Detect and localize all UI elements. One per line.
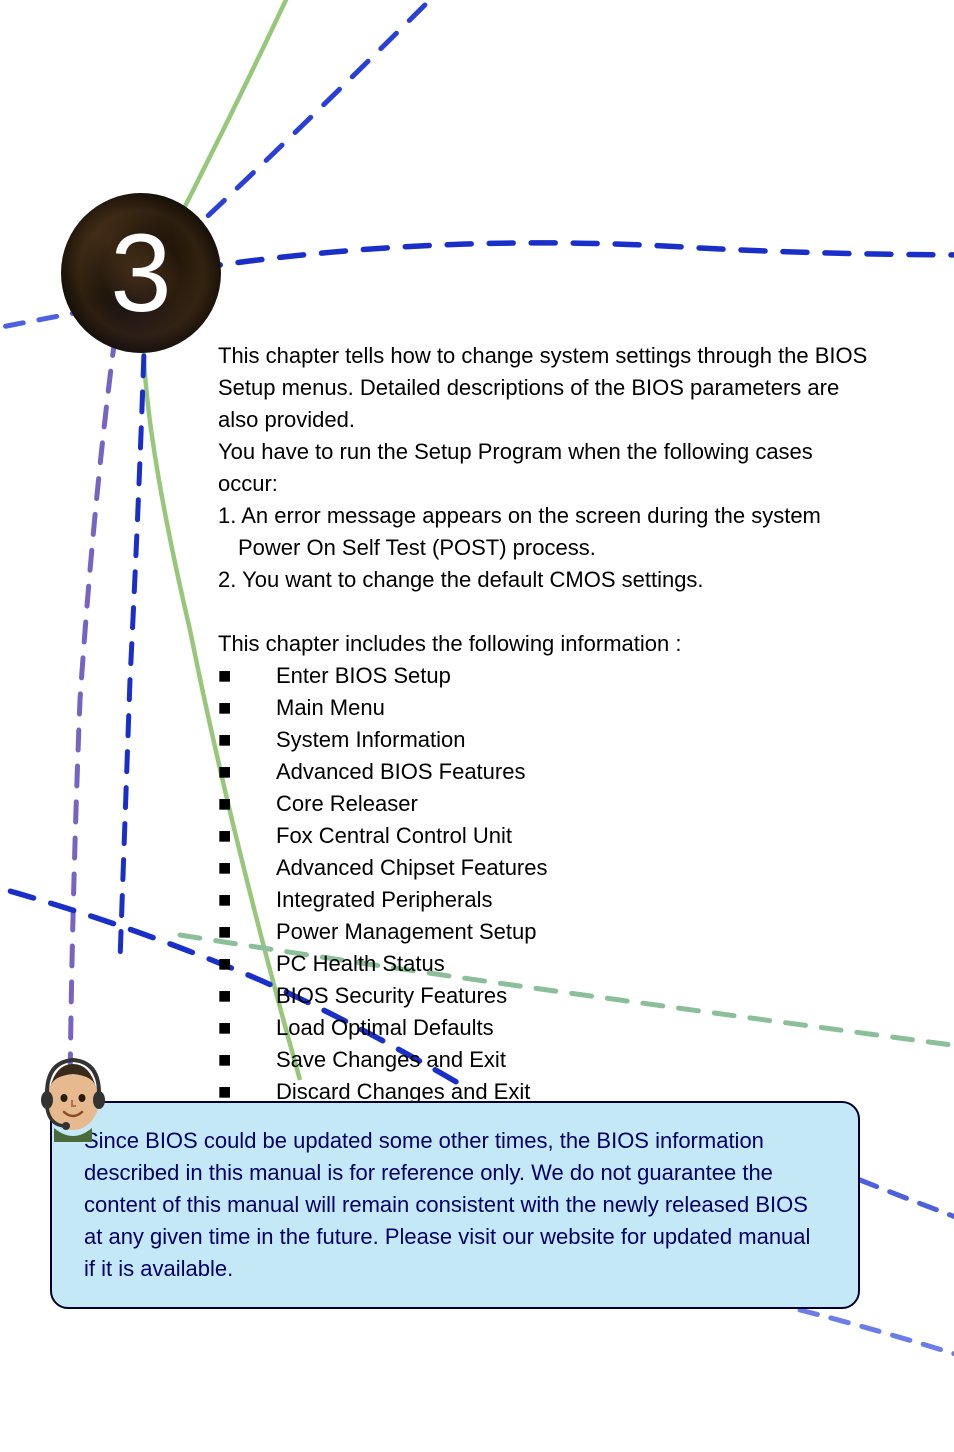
bullet-icon: ■ bbox=[218, 692, 276, 724]
support-avatar-icon bbox=[36, 1054, 110, 1142]
intro-paragraph-2: You have to run the Setup Program when t… bbox=[218, 436, 868, 500]
toc-item: ■Enter BIOS Setup bbox=[218, 660, 868, 692]
bullet-icon: ■ bbox=[218, 1012, 276, 1044]
toc-item-label: System Information bbox=[276, 724, 466, 756]
bullet-icon: ■ bbox=[218, 980, 276, 1012]
toc-item-label: Fox Central Control Unit bbox=[276, 820, 512, 852]
bullet-icon: ■ bbox=[218, 884, 276, 916]
toc-item: ■Power Management Setup bbox=[218, 916, 868, 948]
toc-item-label: Enter BIOS Setup bbox=[276, 660, 451, 692]
chapter-content: This chapter tells how to change system … bbox=[218, 340, 868, 1108]
toc-item: ■Save Changes and Exit bbox=[218, 1044, 868, 1076]
case-1-line-2: Power On Self Test (POST) process. bbox=[218, 532, 868, 564]
bullet-icon: ■ bbox=[218, 756, 276, 788]
note-callout: Since BIOS could be updated some other t… bbox=[50, 1101, 860, 1309]
toc-item: ■Core Releaser bbox=[218, 788, 868, 820]
toc-item: ■Advanced Chipset Features bbox=[218, 852, 868, 884]
toc-item-label: Load Optimal Defaults bbox=[276, 1012, 494, 1044]
toc-item-label: Main Menu bbox=[276, 692, 385, 724]
toc-item: ■System Information bbox=[218, 724, 868, 756]
toc-item-label: PC Health Status bbox=[276, 948, 445, 980]
bullet-icon: ■ bbox=[218, 788, 276, 820]
toc-item-label: Core Releaser bbox=[276, 788, 418, 820]
toc-heading: This chapter includes the following info… bbox=[218, 628, 868, 660]
toc-item: ■BIOS Security Features bbox=[218, 980, 868, 1012]
toc-list: ■Enter BIOS Setup ■Main Menu ■System Inf… bbox=[218, 660, 868, 1108]
bullet-icon: ■ bbox=[218, 852, 276, 884]
case-1-line-1: 1. An error message appears on the scree… bbox=[218, 500, 868, 532]
toc-item-label: BIOS Security Features bbox=[276, 980, 507, 1012]
toc-item: ■Advanced BIOS Features bbox=[218, 756, 868, 788]
intro-paragraph-1: This chapter tells how to change system … bbox=[218, 340, 868, 436]
toc-item-label: Advanced Chipset Features bbox=[276, 852, 548, 884]
bullet-icon: ■ bbox=[218, 1044, 276, 1076]
chapter-badge: 3 bbox=[61, 193, 221, 353]
toc-item-label: Advanced BIOS Features bbox=[276, 756, 525, 788]
bullet-icon: ■ bbox=[218, 916, 276, 948]
bullet-icon: ■ bbox=[218, 820, 276, 852]
toc-item-label: Integrated Peripherals bbox=[276, 884, 492, 916]
bullet-icon: ■ bbox=[218, 948, 276, 980]
chapter-number: 3 bbox=[110, 210, 171, 337]
toc-item-label: Power Management Setup bbox=[276, 916, 537, 948]
toc-item: ■Load Optimal Defaults bbox=[218, 1012, 868, 1044]
bullet-icon: ■ bbox=[218, 724, 276, 756]
case-2: 2. You want to change the default CMOS s… bbox=[218, 564, 868, 596]
toc-item-label: Save Changes and Exit bbox=[276, 1044, 506, 1076]
toc-item: ■Main Menu bbox=[218, 692, 868, 724]
toc-item: ■Integrated Peripherals bbox=[218, 884, 868, 916]
toc-item: ■Fox Central Control Unit bbox=[218, 820, 868, 852]
bullet-icon: ■ bbox=[218, 660, 276, 692]
note-text: Since BIOS could be updated some other t… bbox=[84, 1125, 826, 1285]
toc-item: ■PC Health Status bbox=[218, 948, 868, 980]
